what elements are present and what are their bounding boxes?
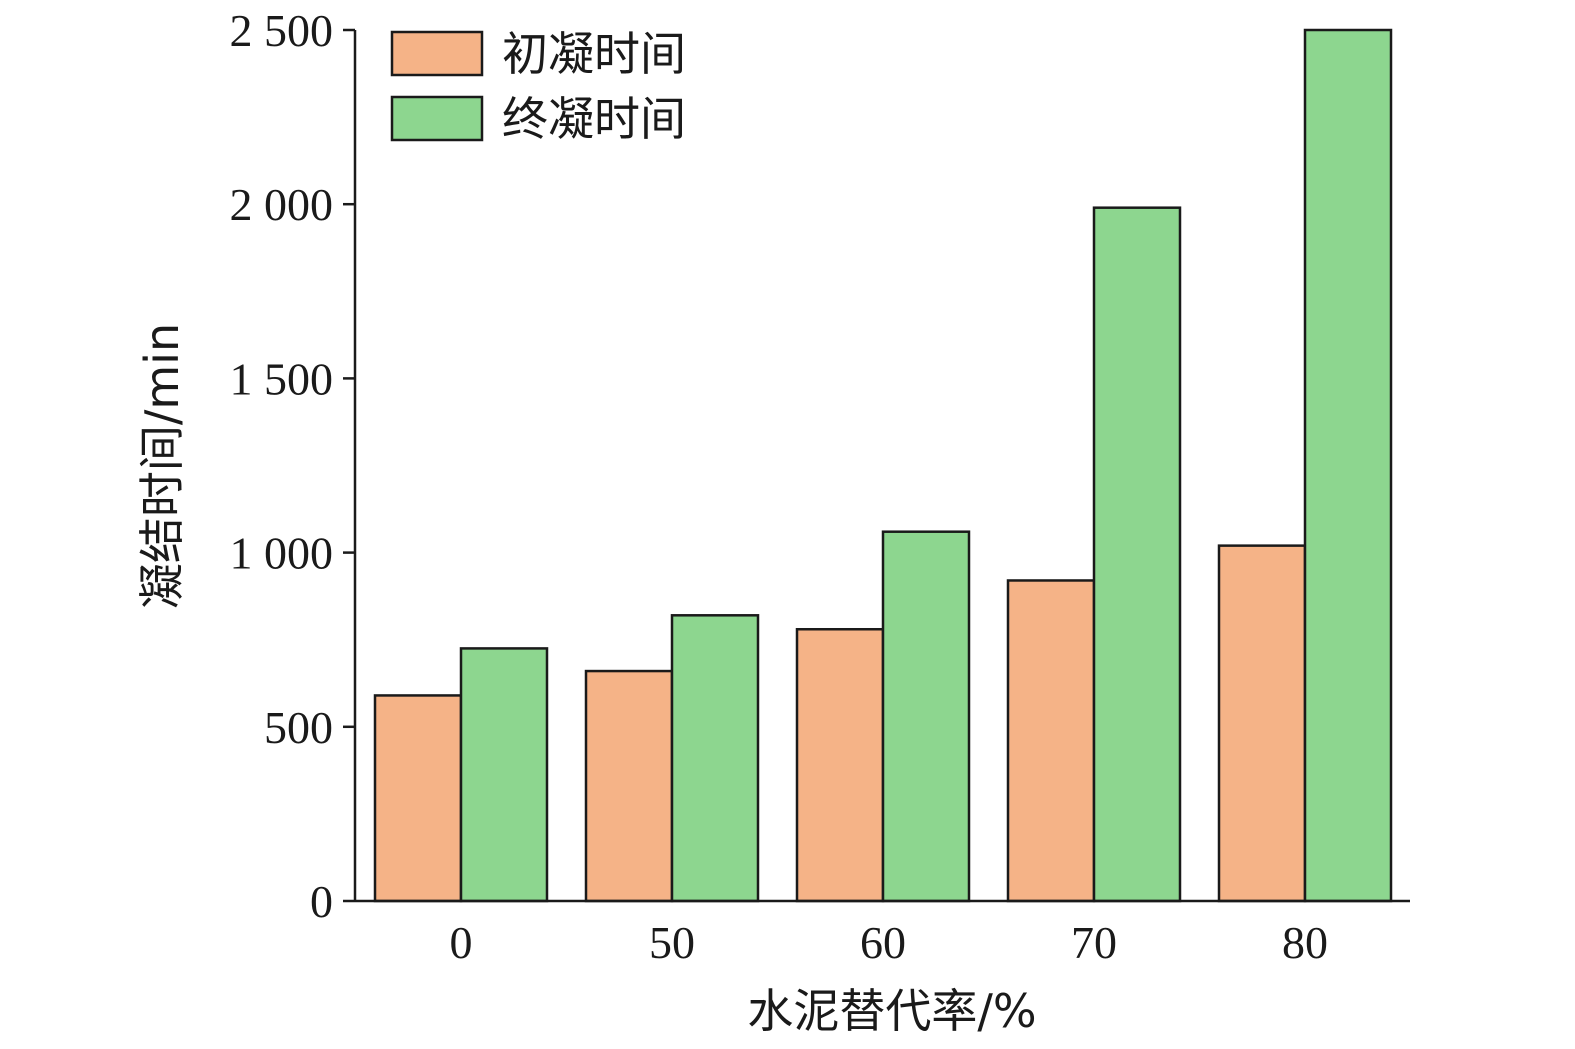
y-tick-label: 1 000 — [230, 528, 334, 579]
legend-swatch — [390, 30, 484, 77]
bar-initial-50 — [584, 669, 674, 903]
y-tick-label: 2 000 — [230, 179, 334, 230]
bar-final-80 — [1303, 28, 1393, 903]
bar-initial-0 — [373, 694, 463, 903]
legend-swatch — [390, 95, 484, 142]
x-axis-title: 水泥替代率/% — [747, 984, 1036, 1038]
legend-label: 初凝时间 — [502, 27, 686, 81]
bar-final-50 — [670, 614, 760, 903]
legend-label: 终凝时间 — [502, 92, 686, 146]
x-tick-label: 80 — [1282, 917, 1328, 968]
y-tick-label: 500 — [264, 702, 333, 753]
axes-group — [353, 30, 1410, 903]
bar-initial-80 — [1217, 544, 1307, 903]
y-tick-label: 2 500 — [230, 5, 334, 56]
y-tick-label: 0 — [310, 876, 333, 927]
y-axis-title: 凝结时间/min — [135, 323, 189, 609]
bar-final-60 — [881, 530, 971, 903]
x-ticks-group: 0 50 60 70 80 — [450, 917, 1329, 968]
x-tick-label: 70 — [1071, 917, 1117, 968]
bar-final-70 — [1092, 206, 1182, 903]
x-tick-label: 50 — [649, 917, 695, 968]
x-tick-label: 60 — [860, 917, 906, 968]
bars-group — [373, 28, 1393, 903]
y-ticks-group: 0 500 1 000 1 500 2 000 2 500 — [230, 5, 355, 927]
bar-initial-70 — [1006, 579, 1096, 903]
bar-initial-60 — [795, 627, 885, 903]
bar-final-0 — [459, 647, 549, 903]
y-tick-label: 1 500 — [230, 353, 334, 404]
x-tick-label: 0 — [450, 917, 473, 968]
